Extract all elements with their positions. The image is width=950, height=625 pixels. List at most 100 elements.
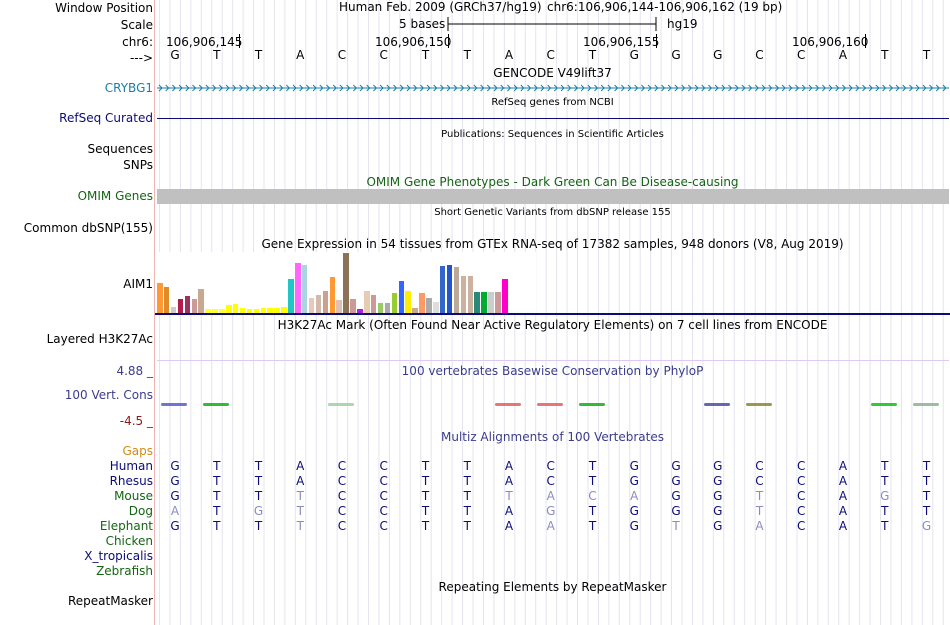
gtex-tissue-bar[interactable] bbox=[205, 309, 211, 313]
refseq-gene-line[interactable] bbox=[157, 118, 949, 119]
crybg1-gene-label[interactable]: CRYBG1 bbox=[104, 81, 153, 95]
gtex-tissue-bar[interactable] bbox=[481, 292, 487, 313]
species-label[interactable]: Chicken bbox=[105, 534, 153, 548]
gtex-tissue-bar[interactable] bbox=[308, 298, 315, 313]
gtex-track-title[interactable]: Gene Expression in 54 tissues from GTEx … bbox=[261, 237, 844, 251]
gtex-tissue-bar[interactable] bbox=[412, 308, 418, 313]
cons-mark bbox=[912, 403, 939, 406]
gtex-tissue-bar[interactable] bbox=[364, 291, 370, 313]
gtex-tissue-bar[interactable] bbox=[301, 265, 308, 313]
gtex-tissue-bar[interactable] bbox=[405, 291, 411, 313]
gtex-tissue-bar[interactable] bbox=[460, 276, 467, 313]
gtex-tissue-bar[interactable] bbox=[419, 293, 425, 313]
gtex-tissue-bar[interactable] bbox=[157, 283, 163, 313]
vert-cons-label[interactable]: 100 Vert. Cons bbox=[64, 388, 153, 402]
gtex-tissue-bar[interactable] bbox=[370, 295, 377, 313]
gtex-tissue-bar[interactable] bbox=[274, 308, 280, 313]
gtex-tissue-bar[interactable] bbox=[391, 293, 398, 313]
gtex-tissue-bar[interactable] bbox=[163, 287, 170, 313]
h3k27ac-track-title[interactable]: H3K27Ac Mark (Often Found Near Active Re… bbox=[277, 318, 828, 332]
strand-arrow bbox=[835, 84, 840, 92]
gtex-tissue-bar[interactable] bbox=[433, 302, 439, 313]
aim1-gtex-label[interactable]: AIM1 bbox=[123, 277, 153, 291]
gtex-tissue-bar[interactable] bbox=[281, 307, 287, 313]
gtex-tissue-bar[interactable] bbox=[322, 291, 329, 313]
strand-arrow bbox=[507, 84, 512, 92]
position-text[interactable]: chr6:106,906,144-106,906,162 (19 bp) bbox=[547, 0, 783, 14]
gtex-tissue-bar[interactable] bbox=[295, 263, 301, 313]
gtex-tissue-bar[interactable] bbox=[232, 304, 239, 313]
common-dbsnp-label[interactable]: Common dbSNP(155) bbox=[23, 221, 153, 235]
sequence-base: G bbox=[713, 48, 723, 62]
species-label[interactable]: Dog bbox=[128, 504, 153, 518]
strand-arrow bbox=[346, 84, 351, 92]
sequences-label[interactable]: Sequences bbox=[87, 142, 153, 156]
species-label[interactable]: Human bbox=[109, 459, 153, 473]
crybg1-gene-feature[interactable] bbox=[157, 83, 949, 93]
gtex-tissue-bar[interactable] bbox=[329, 277, 336, 313]
gtex-tissue-bar[interactable] bbox=[426, 298, 432, 313]
layered-h3k27ac-label[interactable]: Layered H3K27Ac bbox=[46, 332, 153, 346]
gtex-tissue-bar[interactable] bbox=[253, 309, 260, 313]
aligned-base: A bbox=[296, 474, 305, 488]
gtex-tissue-bar[interactable] bbox=[446, 265, 453, 313]
gtex-tissue-bar[interactable] bbox=[170, 307, 177, 313]
conservation-track-title[interactable]: 100 vertebrates Basewise Conservation by… bbox=[401, 364, 704, 378]
strand-arrow bbox=[734, 84, 739, 92]
gtex-tissue-bar[interactable] bbox=[177, 299, 184, 313]
repeatmasker-label[interactable]: RepeatMasker bbox=[67, 594, 153, 608]
gtex-tissue-bar[interactable] bbox=[288, 279, 294, 313]
snps-label[interactable]: SNPs bbox=[123, 158, 153, 172]
strand-arrow bbox=[500, 84, 505, 92]
publications-track-title[interactable]: Publications: Sequences in Scientific Ar… bbox=[441, 129, 664, 140]
gencode-track-title[interactable]: GENCODE V49lift37 bbox=[493, 66, 612, 80]
ruler[interactable]: 106,906,145 106,906,150 106,906,155 106,… bbox=[155, 34, 950, 50]
species-label[interactable]: Rhesus bbox=[109, 474, 153, 488]
gtex-tissue-bar[interactable] bbox=[398, 281, 405, 313]
multiz-track-title[interactable]: Multiz Alignments of 100 Vertebrates bbox=[440, 430, 665, 444]
species-label[interactable]: Elephant bbox=[99, 519, 153, 533]
gtex-tissue-bar[interactable] bbox=[336, 300, 342, 313]
gtex-tissue-bar[interactable] bbox=[239, 308, 246, 313]
gtex-tissue-bar[interactable] bbox=[226, 305, 232, 313]
omim-phenotype-bar[interactable] bbox=[157, 189, 949, 204]
gtex-tissue-bar[interactable] bbox=[350, 299, 356, 313]
gtex-tissue-bar[interactable] bbox=[495, 292, 501, 313]
species-label[interactable]: Mouse bbox=[114, 489, 153, 503]
gaps-label[interactable]: Gaps bbox=[122, 444, 153, 458]
gtex-tissue-bar[interactable] bbox=[384, 303, 391, 313]
omim-genes-label[interactable]: OMIM Genes bbox=[77, 189, 153, 203]
gtex-tissue-bar[interactable] bbox=[315, 295, 322, 313]
refseq-curated-label[interactable]: RefSeq Curated bbox=[59, 111, 153, 125]
gtex-tissue-bar[interactable] bbox=[453, 267, 460, 313]
gtex-tissue-bar[interactable] bbox=[467, 276, 474, 313]
gtex-tissue-bar[interactable] bbox=[267, 308, 273, 313]
gtex-tissue-bar[interactable] bbox=[357, 309, 363, 313]
species-label[interactable]: Zebrafish bbox=[96, 564, 153, 578]
strand-arrow bbox=[674, 84, 679, 92]
h3k27ac-signal-line[interactable] bbox=[157, 360, 949, 361]
gtex-tissue-bar[interactable] bbox=[198, 289, 204, 313]
strand-arrow bbox=[614, 84, 619, 92]
gtex-tissue-bar[interactable] bbox=[184, 296, 191, 313]
gtex-tissue-bar[interactable] bbox=[343, 253, 349, 313]
gtex-bar-chart[interactable] bbox=[156, 252, 536, 314]
gtex-tissue-bar[interactable] bbox=[212, 309, 218, 313]
gtex-tissue-bar[interactable] bbox=[502, 279, 508, 313]
gtex-tissue-bar[interactable] bbox=[377, 303, 384, 313]
dbsnp-track-title[interactable]: Short Genetic Variants from dbSNP releas… bbox=[434, 207, 671, 218]
gtex-tissue-bar[interactable] bbox=[488, 292, 494, 313]
multiz-alignment[interactable]: Human G T T A C C T T A C T G G G C C A T T Rhesus G T T A C C T T A C… bbox=[0, 459, 950, 579]
refseq-track-title[interactable]: RefSeq genes from NCBI bbox=[491, 97, 614, 108]
gtex-tissue-bar[interactable] bbox=[246, 309, 253, 313]
species-label[interactable]: X_tropicalis bbox=[84, 549, 153, 563]
gtex-tissue-bar[interactable] bbox=[219, 309, 225, 313]
repeatmasker-track-title[interactable]: Repeating Elements by RepeatMasker bbox=[438, 580, 667, 594]
omim-track-title[interactable]: OMIM Gene Phenotypes - Dark Green Can Be… bbox=[366, 175, 739, 189]
conservation-plot[interactable] bbox=[0, 398, 950, 410]
gtex-tissue-bar[interactable] bbox=[260, 308, 267, 313]
aligned-base: A bbox=[504, 459, 514, 473]
gtex-tissue-bar[interactable] bbox=[191, 299, 198, 313]
gtex-tissue-bar[interactable] bbox=[439, 266, 446, 313]
gtex-tissue-bar[interactable] bbox=[474, 292, 480, 313]
